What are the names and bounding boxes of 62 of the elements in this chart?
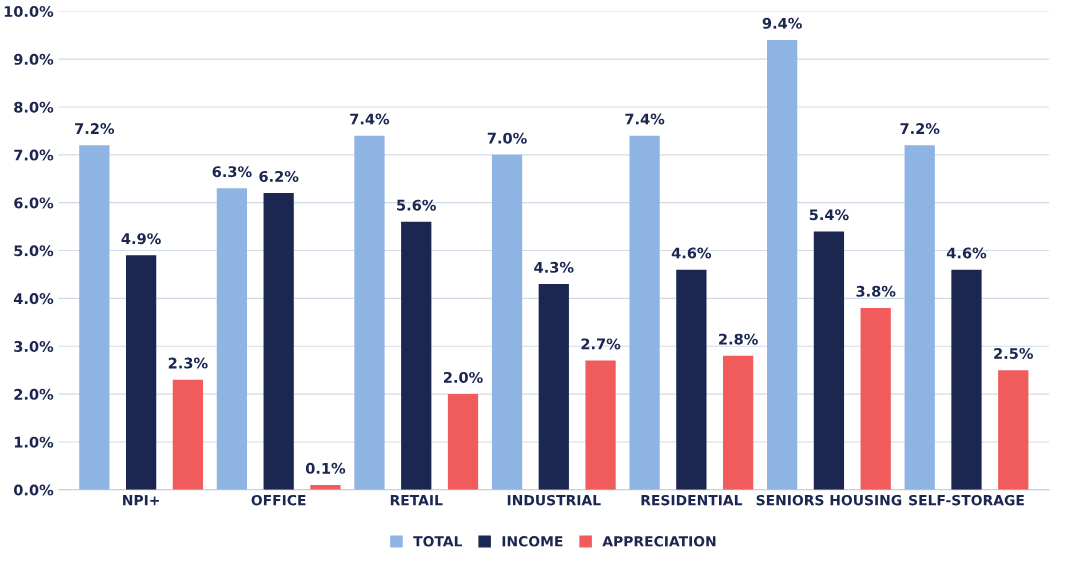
data-label: 2.0% [443,371,483,383]
data-label: 2.8% [719,333,758,345]
bar [125,255,157,490]
x-tick-label: RESIDENTIAL [641,494,743,506]
bar [904,145,935,490]
data-label: 9.4% [762,17,802,29]
y-tick-label: 9.0% [14,53,54,65]
y-tick-label: 4.0% [13,293,54,305]
x-tick-label: SENIORS HOUSING [756,494,902,506]
bar [538,284,569,490]
data-label: 2.7% [581,338,621,350]
data-label: 6.3% [212,166,252,178]
data-label: 7.4% [350,113,390,125]
bar [79,145,110,490]
bar [860,307,891,490]
bar [676,269,707,490]
x-tick-label: SELF-STORAGE [909,494,1024,506]
y-tick-label: 3.0% [14,340,54,352]
data-label: 7.0% [487,132,527,144]
y-tick-label: 10.0% [4,5,54,18]
bar [216,188,248,490]
data-label: 7.4% [625,113,665,125]
y-tick-label: 2.0% [14,388,54,400]
bar [263,193,294,490]
x-tick-label: RETAIL [390,495,443,506]
x-tick-label: NPI+ [123,495,159,506]
legend-label: TOTAL [413,536,463,547]
bar [354,135,385,490]
data-label: 5.6% [397,199,436,211]
data-label: 6.2% [259,170,299,182]
data-label: 4.6% [671,247,712,259]
y-tick-label: 6.0% [14,197,54,209]
data-label: 4.3% [534,261,574,273]
y-tick-label: 5.0% [14,245,54,257]
data-label: 4.6% [946,247,987,259]
y-tick-label: 1.0% [14,436,54,448]
x-tick-label: OFFICE [251,494,306,506]
data-label: 2.5% [994,347,1034,360]
y-tick-label: 8.0% [14,101,54,113]
data-label: 0.1% [305,462,346,474]
data-label: 2.3% [168,357,208,369]
data-label: 3.8% [856,285,896,297]
data-label: 7.2% [900,123,940,135]
bar [491,154,523,490]
x-tick-label: INDUSTRIAL [507,494,601,506]
data-label: 4.9% [121,233,161,245]
bar [767,39,798,490]
bar [723,355,754,490]
data-label: 7.2% [75,123,115,135]
bar [585,360,616,490]
bar [998,370,1029,490]
data-label: 5.4% [809,209,849,221]
y-tick-label: 0.0% [13,484,54,496]
bar [172,379,204,490]
bar [951,269,982,490]
bar [813,231,845,490]
legend-label: APPRECIATION [602,536,716,547]
bar [629,135,660,490]
y-tick-label: 7.0% [14,149,54,161]
bar [401,221,432,490]
bar [447,394,479,490]
legend-label: INCOME [502,536,563,547]
